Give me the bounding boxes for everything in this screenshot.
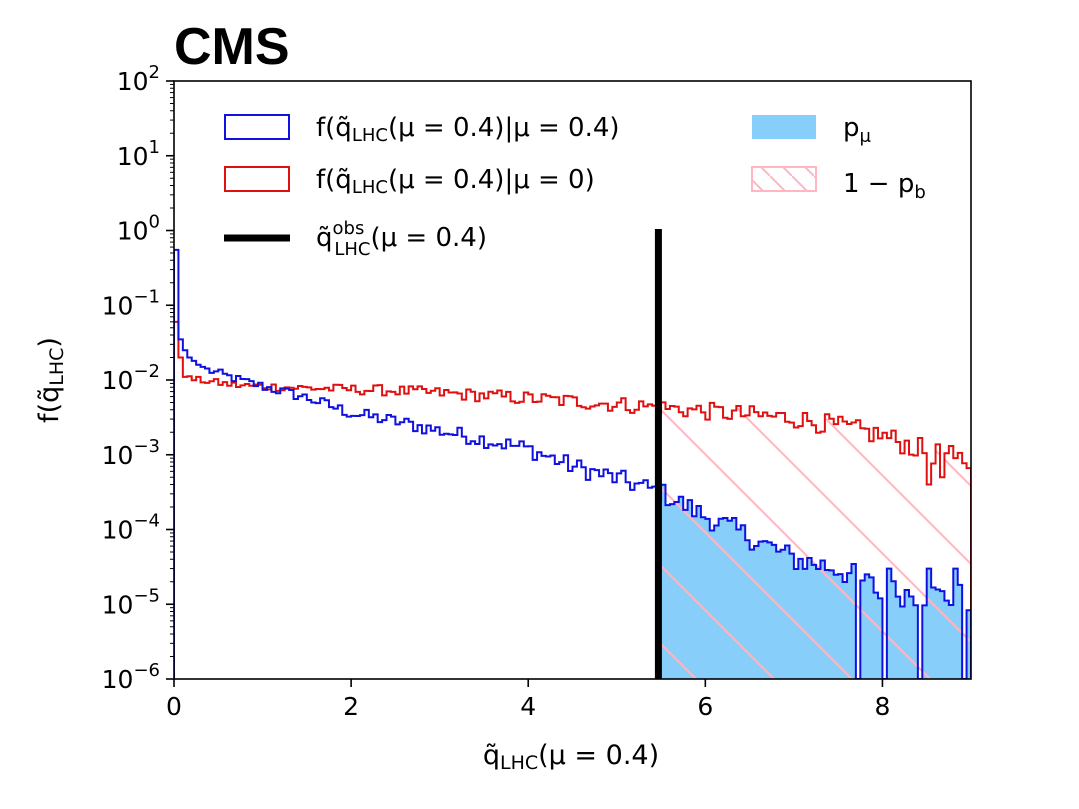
y-tick-label: 102 [117, 62, 160, 96]
legend: f(q̃LHC(μ = 0.4)|μ = 0.4) f(q̃LHC(μ = 0.… [224, 113, 926, 260]
x-axis-ticks: 0 2 4 6 8 [166, 679, 890, 721]
signal-histogram [174, 248, 971, 679]
legend-swatch-p-mu [752, 115, 816, 139]
y-tick-label: 10−2 [102, 361, 160, 395]
legend-label-background: f(q̃LHC(μ = 0.4)|μ = 0) [316, 165, 595, 198]
x-tick-label: 4 [520, 692, 536, 721]
legend-swatch-signal [224, 114, 290, 140]
legend-label-one-minus-pb: 1 − pb [843, 169, 926, 203]
p-mu-area [658, 484, 971, 679]
y-tick-label: 10−3 [102, 436, 160, 470]
legend-entry-one-minus-pb: 1 − pb [751, 166, 926, 203]
legend-label-signal: f(q̃LHC(μ = 0.4)|μ = 0.4) [316, 113, 620, 146]
legend-swatch-one-minus-pb [751, 166, 817, 192]
legend-swatch-background [224, 166, 290, 192]
hatch-line [658, 402, 931, 679]
y-tick-label: 100 [117, 212, 160, 246]
legend-label-p-mu: pμ [843, 113, 872, 147]
legend-entry-p-mu: pμ [752, 113, 872, 147]
y-tick-label: 10−5 [102, 585, 160, 619]
experiment-label: CMS [174, 18, 290, 76]
y-tick-label: 101 [117, 137, 160, 171]
hatch-line [658, 402, 775, 679]
hatch-line [658, 402, 971, 679]
hatch-line [955, 402, 971, 679]
legend-entry-signal: f(q̃LHC(μ = 0.4)|μ = 0.4) [224, 113, 620, 146]
y-tick-label: 10−4 [102, 511, 160, 545]
x-tick-label: 2 [343, 692, 359, 721]
hatch-line [658, 402, 853, 679]
legend-entry-background: f(q̃LHC(μ = 0.4)|μ = 0) [224, 165, 595, 198]
y-axis-label: f(q̃LHC) [34, 337, 68, 423]
legend-entry-observed: q̃obs LHC(μ = 0.4) [224, 218, 487, 260]
y-tick-label: 10−1 [102, 286, 160, 320]
y-axis-ticks: 102 101 100 10−1 10−2 10−3 10−4 10−5 10−6 [102, 62, 174, 694]
one-minus-pb-hatch [658, 402, 971, 679]
legend-label-observed: q̃obs LHC(μ = 0.4) [316, 218, 487, 260]
y-tick-label: 10−6 [102, 660, 160, 694]
x-tick-label: 6 [697, 692, 713, 721]
x-tick-label: 0 [166, 692, 182, 721]
background-histogram [174, 320, 971, 679]
x-tick-label: 8 [874, 692, 890, 721]
x-axis-label: q̃LHC(μ = 0.4) [483, 740, 659, 774]
